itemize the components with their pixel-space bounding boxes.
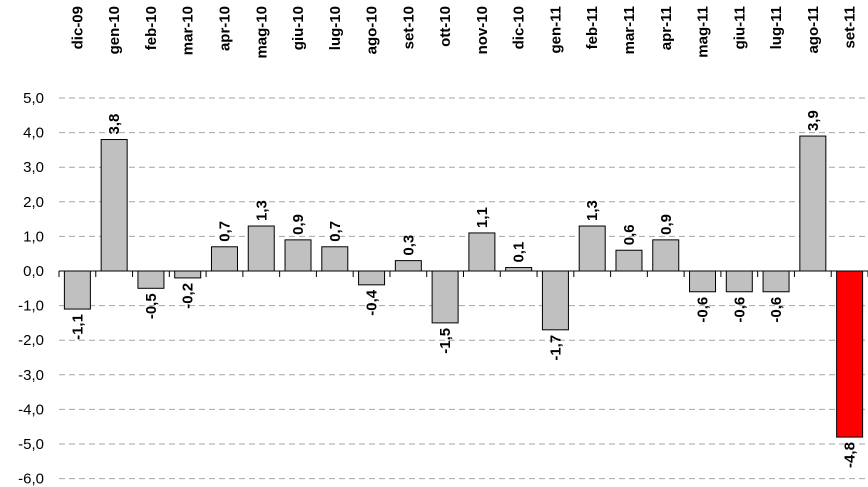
category-label: ott-10	[437, 6, 454, 47]
category-label: gen-10	[106, 6, 123, 54]
category-label: giu-11	[731, 6, 748, 49]
y-tick-label: -4,0	[18, 401, 44, 418]
category-label: lug-10	[327, 6, 344, 50]
bar-mar-10	[174, 270, 202, 279]
category-label: mar-10	[180, 6, 197, 55]
data-label: -1,7	[547, 335, 564, 361]
category-label: lug-11	[768, 6, 785, 49]
data-label: 0,3	[400, 235, 417, 256]
bar-giu-10	[284, 239, 312, 272]
bar-feb-10	[137, 270, 165, 289]
category-label: mag-10	[253, 6, 270, 59]
data-label: 1,3	[584, 200, 601, 221]
y-tick-label: 1,0	[23, 228, 44, 245]
bar-giu-11	[725, 270, 753, 293]
data-label: -0,5	[143, 293, 160, 319]
category-label: apr-11	[658, 6, 675, 50]
data-label: 0,9	[658, 214, 675, 235]
bar-ott-10	[431, 270, 459, 324]
data-labels: -1,1 3,8 -0,5 -0,2 0,7 1,3 0,9 0,7 -0,4 0,3 -1,5 1,…	[69, 110, 858, 468]
y-tick-label: 3,0	[23, 159, 44, 176]
bar-mar-11	[615, 249, 643, 272]
data-label: 0,7	[327, 221, 344, 242]
y-tick-label: -3,0	[18, 367, 44, 384]
data-label: -0,6	[695, 297, 712, 323]
category-label: giu-10	[290, 6, 307, 50]
data-label: -1,1	[69, 314, 86, 340]
bar-set-11	[836, 270, 864, 438]
y-tick-label: 2,0	[23, 194, 44, 211]
data-label: 1,1	[474, 207, 491, 228]
bar-lug-10	[321, 246, 349, 272]
category-label: dic-09	[69, 6, 86, 49]
data-label: 0,6	[621, 224, 638, 245]
category-labels: dic-09 gen-10 feb-10 mar-10 apr-10 mag-10 giu-…	[69, 6, 858, 59]
bar-apr-10	[210, 246, 238, 272]
category-label: ago-11	[805, 6, 822, 54]
bar-dic-10	[505, 267, 533, 272]
category-label: feb-10	[143, 6, 160, 50]
y-axis-tick-labels: 5,0 4,0 3,0 2,0 1,0 0,0 -1,0 -2,0 -3,0 -4,0 -5,0 -6…	[18, 90, 44, 487]
grid-layer	[59, 97, 868, 480]
bar-lug-11	[762, 270, 790, 293]
y-tick-label: -1,0	[18, 298, 44, 315]
bar-feb-11	[578, 225, 606, 272]
bar-set-10	[394, 260, 422, 272]
category-label: mag-11	[695, 6, 712, 58]
y-tick-label: 5,0	[23, 90, 44, 107]
bar-mag-10	[247, 225, 275, 272]
data-label: 0,7	[216, 221, 233, 242]
data-label: 0,9	[290, 214, 307, 235]
data-label: 0,1	[511, 242, 528, 263]
bar-gen-11	[541, 270, 569, 331]
y-tick-label: -6,0	[18, 471, 44, 487]
bar-gen-10	[100, 139, 128, 272]
data-label: -1,5	[437, 328, 454, 354]
category-label: dic-10	[511, 6, 528, 49]
category-label: feb-11	[584, 6, 601, 49]
axes-layer	[58, 270, 868, 277]
category-label: apr-10	[216, 6, 233, 51]
y-tick-label: -5,0	[18, 436, 44, 453]
data-label: 3,8	[106, 114, 123, 135]
category-label: nov-10	[474, 6, 491, 54]
bars-layer	[63, 135, 864, 438]
y-tick-label: -2,0	[18, 332, 44, 349]
data-label: -0,6	[731, 297, 748, 323]
data-label: -4,8	[842, 442, 859, 468]
y-tick-label: 4,0	[23, 125, 44, 142]
data-label: 1,3	[253, 200, 270, 221]
category-label: mar-11	[621, 6, 638, 54]
y-tick-label: 0,0	[23, 263, 44, 280]
category-label: set-10	[400, 6, 417, 49]
bar-mag-11	[689, 270, 717, 293]
data-label: -0,6	[768, 297, 785, 323]
category-label: ago-10	[364, 6, 381, 54]
bar-dic-09	[63, 270, 91, 310]
data-label: -0,4	[364, 289, 381, 316]
data-label: 3,9	[805, 110, 822, 131]
category-label: gen-11	[547, 6, 564, 54]
bar-nov-10	[468, 232, 496, 272]
bar-ago-10	[358, 270, 386, 286]
data-label: -0,2	[180, 283, 197, 309]
category-label: set-11	[842, 6, 859, 49]
bar-apr-11	[652, 239, 680, 272]
bar-ago-11	[799, 135, 827, 272]
